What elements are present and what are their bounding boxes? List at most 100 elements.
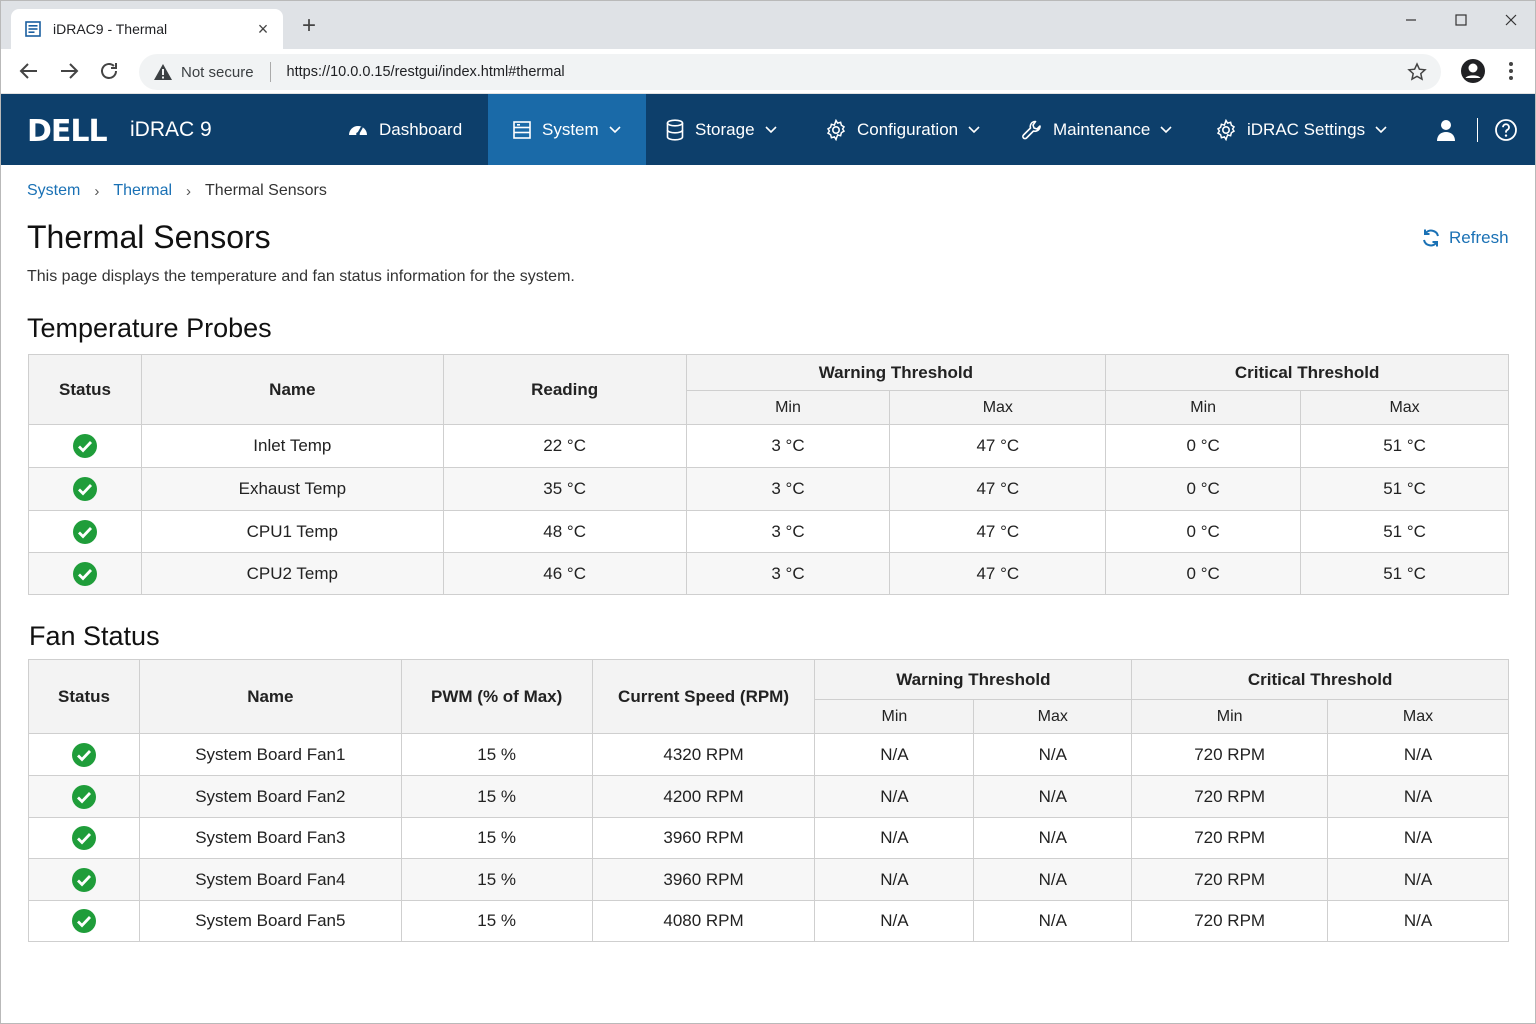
nav-storage[interactable]: Storage [665, 94, 777, 165]
address-bar[interactable]: Not secure https://10.0.0.15/restgui/ind… [139, 54, 1441, 90]
url-text[interactable]: https://10.0.0.15/restgui/index.html#the… [286, 64, 565, 80]
bookmark-star-icon[interactable] [1407, 62, 1427, 82]
critical-min-cell: 0 °C [1105, 510, 1302, 553]
nav-divider [1477, 118, 1478, 142]
close-tab-icon[interactable]: × [257, 19, 269, 39]
column-header-status: Status [28, 354, 142, 425]
tab-strip: iDRAC9 - Thermal × + [1, 1, 1535, 49]
critical-max-cell: N/A [1327, 858, 1509, 901]
gear-icon [1216, 118, 1236, 141]
name-cell: CPU1 Temp [140, 510, 444, 553]
name-cell: Exhaust Temp [140, 467, 444, 511]
security-label[interactable]: Not secure [181, 63, 254, 81]
warning-max-cell: 47 °C [889, 510, 1107, 553]
critical-min-cell: 720 RPM [1131, 733, 1329, 776]
nav-dashboard[interactable]: Dashboard [347, 94, 477, 165]
breadcrumb-thermal[interactable]: Thermal [113, 182, 173, 199]
column-header-speed: Current Speed (RPM) [591, 659, 816, 734]
chevron-down-icon [764, 125, 777, 133]
status-cell [28, 900, 140, 942]
chevron-down-icon [1160, 125, 1172, 133]
browser-tab[interactable]: iDRAC9 - Thermal × [11, 9, 283, 49]
nav-storage-label: Storage [695, 119, 755, 139]
warning-max-cell: N/A [973, 733, 1133, 776]
speed-cell: 4320 RPM [591, 733, 816, 776]
critical-max-cell: 51 °C [1300, 510, 1509, 553]
nav-system[interactable]: System [488, 94, 646, 165]
divider [269, 62, 271, 82]
table-row: System Board Fan1 15 % 4320 RPM N/A N/A … [28, 733, 1509, 776]
warning-min-cell: 3 °C [685, 467, 891, 511]
column-header-critical: Critical Threshold [1105, 354, 1509, 391]
critical-min-cell: 0 °C [1105, 467, 1302, 511]
critical-min-cell: 720 RPM [1131, 900, 1329, 942]
column-header-warning-min: Min [685, 390, 891, 425]
column-header-warning-max: Max [889, 390, 1107, 425]
warning-max-cell: 47 °C [889, 467, 1107, 511]
critical-min-cell: 720 RPM [1131, 817, 1329, 859]
back-icon[interactable] [17, 59, 41, 83]
table-row: CPU2 Temp 46 °C 3 °C 47 °C 0 °C 51 °C [28, 552, 1509, 595]
nav-idrac-settings[interactable]: iDRAC Settings [1215, 94, 1387, 165]
name-cell: System Board Fan3 [138, 817, 402, 859]
pwm-cell: 15 % [400, 858, 593, 901]
column-header-name: Name [138, 659, 402, 734]
new-tab-icon[interactable]: + [301, 12, 316, 39]
speed-cell: 4080 RPM [591, 900, 816, 942]
status-cell [28, 510, 142, 553]
name-cell: CPU2 Temp [140, 552, 444, 595]
speed-cell: 3960 RPM [591, 858, 816, 901]
warning-min-cell: 3 °C [685, 552, 891, 595]
close-window-icon[interactable] [1491, 9, 1531, 33]
status-ok-icon [72, 434, 97, 458]
profile-icon[interactable] [1459, 57, 1487, 85]
name-cell: System Board Fan1 [138, 733, 402, 776]
gear-icon [826, 118, 846, 141]
column-header-critical-max: Max [1327, 699, 1509, 734]
warning-max-cell: N/A [973, 775, 1133, 818]
status-ok-icon [71, 909, 96, 933]
warning-max-cell: N/A [973, 817, 1133, 859]
help-icon[interactable] [1494, 94, 1518, 165]
warning-min-cell: N/A [814, 733, 975, 776]
refresh-button[interactable]: Refresh [1421, 228, 1509, 248]
reload-icon[interactable] [97, 59, 121, 83]
warning-max-cell: N/A [973, 900, 1133, 942]
nav-idrac-settings-label: iDRAC Settings [1247, 119, 1366, 139]
status-cell [28, 817, 140, 859]
name-cell: System Board Fan5 [138, 900, 402, 942]
temperature-heading: Temperature Probes [27, 313, 272, 343]
pwm-cell: 15 % [400, 775, 593, 818]
chevron-down-icon [1375, 125, 1387, 133]
warning-icon [154, 64, 172, 80]
status-ok-icon [71, 867, 96, 892]
breadcrumb: System › Thermal › Thermal Sensors [27, 182, 327, 200]
nav-configuration[interactable]: Configuration [825, 94, 980, 165]
name-cell: Inlet Temp [140, 424, 444, 468]
column-header-critical-max: Max [1300, 390, 1509, 425]
breadcrumb-separator: › [186, 182, 192, 200]
critical-max-cell: N/A [1327, 775, 1509, 818]
breadcrumb-system[interactable]: System [27, 182, 81, 199]
table-row: System Board Fan2 15 % 4200 RPM N/A N/A … [28, 775, 1509, 818]
user-icon[interactable] [1435, 94, 1457, 165]
chevron-down-icon [968, 125, 980, 133]
pwm-cell: 15 % [400, 900, 593, 942]
pwm-cell: 15 % [400, 817, 593, 859]
nav-maintenance-label: Maintenance [1053, 119, 1151, 139]
table-row: System Board Fan3 15 % 3960 RPM N/A N/A … [28, 817, 1509, 859]
menu-kebab-icon[interactable] [1501, 59, 1521, 83]
nav-maintenance[interactable]: Maintenance [1021, 94, 1172, 165]
warning-min-cell: 3 °C [685, 510, 891, 553]
critical-max-cell: 51 °C [1300, 467, 1509, 511]
nav-dashboard-label: Dashboard [379, 119, 463, 139]
status-ok-icon [71, 784, 96, 809]
critical-min-cell: 0 °C [1105, 424, 1302, 468]
nav-configuration-label: Configuration [857, 119, 959, 139]
forward-icon[interactable] [57, 59, 81, 83]
minimize-icon[interactable] [1391, 9, 1431, 33]
status-ok-icon [72, 561, 97, 586]
table-row: System Board Fan5 15 % 4080 RPM N/A N/A … [28, 900, 1509, 942]
maximize-icon[interactable] [1441, 9, 1481, 33]
